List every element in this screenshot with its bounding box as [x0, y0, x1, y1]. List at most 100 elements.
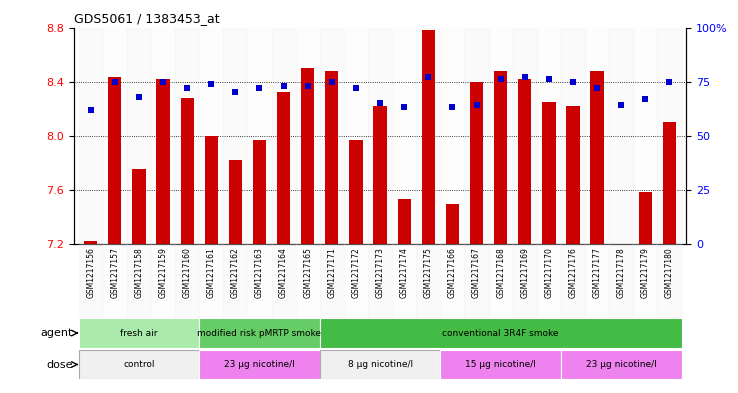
Bar [513, 28, 537, 244]
Bar [494, 71, 507, 244]
Text: conventional 3R4F smoke: conventional 3R4F smoke [442, 329, 559, 338]
Bar [633, 28, 658, 244]
Bar [537, 28, 561, 244]
Bar [296, 28, 320, 244]
Text: GSM1217179: GSM1217179 [641, 248, 650, 298]
Bar [320, 350, 441, 379]
Bar [156, 79, 170, 244]
Bar [79, 28, 103, 244]
Bar [392, 28, 416, 244]
Point [205, 81, 217, 87]
Bar [416, 28, 441, 244]
Bar [79, 318, 199, 348]
Bar [658, 28, 681, 244]
Bar [633, 244, 658, 318]
Bar [585, 28, 609, 244]
Bar [277, 92, 290, 244]
Bar [446, 204, 459, 244]
Bar [368, 244, 392, 318]
Point [422, 74, 434, 80]
Point [277, 83, 289, 89]
Bar [416, 244, 441, 318]
Point [133, 94, 145, 100]
Point [374, 100, 386, 106]
Bar [229, 160, 242, 244]
Bar [296, 244, 320, 318]
Bar [253, 140, 266, 244]
Bar [518, 79, 531, 244]
Bar [566, 106, 579, 244]
Text: GSM1217165: GSM1217165 [303, 248, 312, 298]
Point [639, 95, 651, 102]
Bar [590, 71, 604, 244]
Point [399, 104, 410, 110]
Bar [175, 28, 199, 244]
Bar [151, 244, 175, 318]
Text: GSM1217177: GSM1217177 [593, 248, 601, 298]
Point [543, 76, 555, 83]
Text: GSM1217156: GSM1217156 [86, 248, 95, 298]
Bar [470, 81, 483, 244]
Bar [392, 244, 416, 318]
Text: control: control [123, 360, 155, 369]
Point [663, 78, 675, 84]
Bar [199, 318, 320, 348]
Text: GSM1217166: GSM1217166 [448, 248, 457, 298]
Bar [542, 102, 556, 244]
Bar [489, 244, 513, 318]
Bar [513, 244, 537, 318]
Text: GSM1217168: GSM1217168 [496, 248, 505, 298]
Bar [151, 28, 175, 244]
Bar [79, 350, 199, 379]
Bar [108, 77, 122, 244]
Point [494, 76, 506, 83]
Bar [103, 244, 127, 318]
Bar [373, 106, 387, 244]
Bar [344, 28, 368, 244]
Bar [103, 28, 127, 244]
Text: GSM1217164: GSM1217164 [279, 248, 288, 298]
Bar [349, 140, 362, 244]
Bar [421, 30, 435, 244]
Text: 23 μg nicotine/l: 23 μg nicotine/l [224, 360, 295, 369]
Text: GSM1217178: GSM1217178 [617, 248, 626, 298]
Text: GSM1217162: GSM1217162 [231, 248, 240, 298]
Point [230, 89, 241, 95]
Text: 8 μg nicotine/l: 8 μg nicotine/l [348, 360, 413, 369]
Point [157, 78, 169, 84]
Point [471, 102, 483, 108]
Text: GSM1217161: GSM1217161 [207, 248, 215, 298]
Bar [368, 28, 392, 244]
Bar [84, 241, 97, 244]
Bar [464, 244, 489, 318]
Text: 23 μg nicotine/l: 23 μg nicotine/l [586, 360, 657, 369]
Bar [199, 350, 320, 379]
Bar [325, 71, 339, 244]
Bar [561, 350, 681, 379]
Bar [489, 28, 513, 244]
Bar [224, 244, 247, 318]
Point [446, 104, 458, 110]
Bar [247, 244, 272, 318]
Bar [199, 244, 224, 318]
Bar [464, 28, 489, 244]
Bar [561, 244, 585, 318]
Bar [441, 350, 561, 379]
Point [615, 102, 627, 108]
Bar [247, 28, 272, 244]
Bar [301, 68, 314, 244]
Text: GSM1217169: GSM1217169 [520, 248, 529, 298]
Point [85, 107, 97, 113]
Bar [132, 169, 145, 244]
Point [302, 83, 314, 89]
Bar [127, 28, 151, 244]
Text: GSM1217174: GSM1217174 [400, 248, 409, 298]
Bar [537, 244, 561, 318]
Bar [638, 192, 652, 244]
Bar [658, 244, 681, 318]
Bar [79, 244, 103, 318]
Bar [199, 28, 224, 244]
Bar [272, 28, 296, 244]
Text: GSM1217160: GSM1217160 [182, 248, 192, 298]
Point [182, 85, 193, 91]
